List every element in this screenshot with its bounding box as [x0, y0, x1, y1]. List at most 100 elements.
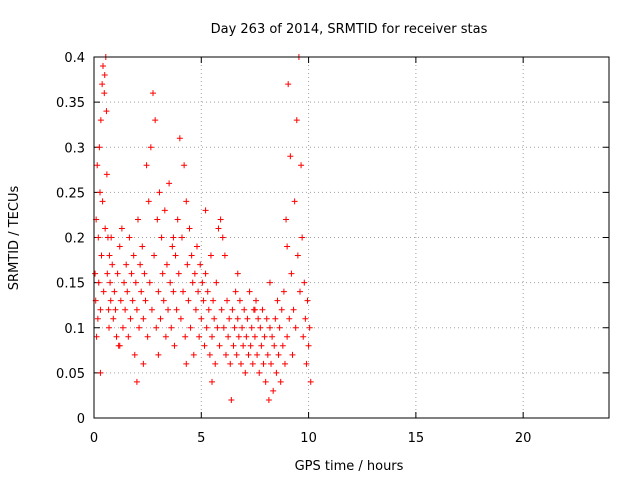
chart-title: Day 263 of 2014, SRMTID for receiver sta… [211, 22, 488, 37]
data-point [207, 252, 214, 259]
data-point [169, 243, 176, 250]
data-point [251, 333, 258, 340]
data-point [155, 288, 162, 295]
data-point [144, 333, 151, 340]
data-point [143, 162, 150, 169]
data-point [246, 288, 253, 295]
axis-ticks: 0 0.05 0.1 0.15 0.2 0.25 0.3 0.35 0.4 0 5 10 15 20 [56, 51, 609, 446]
data-point [165, 306, 172, 313]
data-point [154, 216, 161, 223]
data-point [162, 333, 169, 340]
data-point [97, 117, 104, 124]
data-point [230, 342, 237, 349]
data-point [97, 189, 104, 196]
data-point [129, 297, 136, 304]
data-point [224, 297, 231, 304]
data-point [202, 207, 209, 214]
data-point [234, 315, 241, 322]
data-point [289, 351, 296, 358]
data-point [133, 378, 140, 385]
data-point [262, 378, 269, 385]
data-point [232, 288, 239, 295]
y-tick-label: 0.15 [56, 277, 85, 292]
data-point [117, 297, 124, 304]
y-tick-label: 0.4 [64, 51, 85, 66]
grid-lines [94, 57, 609, 418]
data-point [276, 324, 283, 331]
data-point [101, 72, 108, 79]
data-point [133, 306, 140, 313]
data-point [277, 378, 284, 385]
data-point [145, 198, 152, 205]
data-point [136, 324, 143, 331]
data-point [197, 261, 204, 268]
data-point [183, 360, 190, 367]
data-point [170, 288, 177, 295]
data-point [288, 270, 295, 277]
data-point [291, 198, 298, 205]
data-point [297, 288, 303, 295]
data-point [103, 171, 110, 178]
data-point [167, 279, 174, 286]
data-point [173, 306, 180, 313]
data-point [247, 342, 254, 349]
data-point [183, 198, 190, 205]
data-point [141, 270, 148, 277]
data-point [146, 279, 153, 286]
data-points [92, 54, 314, 403]
data-point [240, 342, 247, 349]
data-point [96, 144, 103, 151]
data-point [138, 288, 145, 295]
data-point [241, 306, 248, 313]
data-point [273, 369, 280, 376]
x-tick-label: 20 [515, 431, 532, 446]
data-point [107, 297, 114, 304]
data-point [166, 180, 173, 187]
data-point [114, 270, 121, 277]
data-point [168, 324, 175, 331]
data-point [274, 297, 281, 304]
data-point [113, 333, 120, 340]
data-point [170, 234, 177, 241]
data-point [195, 288, 202, 295]
data-point [127, 315, 134, 322]
data-point [191, 270, 198, 277]
data-point [159, 270, 166, 277]
data-point [175, 270, 182, 277]
data-point [256, 369, 263, 376]
y-tick-label: 0.1 [64, 322, 85, 337]
x-axis-label: GPS time / hours [295, 459, 404, 474]
data-point [128, 270, 135, 277]
data-point [287, 153, 294, 160]
data-point [263, 315, 270, 322]
data-point [110, 315, 117, 322]
data-point [283, 216, 290, 223]
data-point [151, 252, 158, 259]
data-point [259, 306, 266, 313]
data-point [210, 297, 217, 304]
data-point [234, 270, 241, 277]
data-point [285, 81, 292, 88]
data-point [147, 144, 154, 151]
data-point [98, 252, 105, 259]
data-point [100, 288, 107, 295]
data-point [155, 351, 162, 358]
data-point [307, 378, 314, 385]
data-point [254, 351, 261, 358]
data-point [122, 306, 129, 313]
data-point [300, 333, 307, 340]
data-point [306, 324, 313, 331]
data-point [226, 315, 233, 322]
y-tick-label: 0.3 [64, 141, 85, 156]
data-point [239, 324, 246, 331]
data-point [188, 252, 195, 259]
data-point [231, 324, 238, 331]
data-point [106, 324, 113, 331]
y-tick-label: 0.35 [56, 96, 85, 111]
data-point [105, 306, 112, 313]
data-point [266, 324, 273, 331]
data-point [211, 315, 218, 322]
data-point [181, 162, 188, 169]
data-point [264, 351, 271, 358]
